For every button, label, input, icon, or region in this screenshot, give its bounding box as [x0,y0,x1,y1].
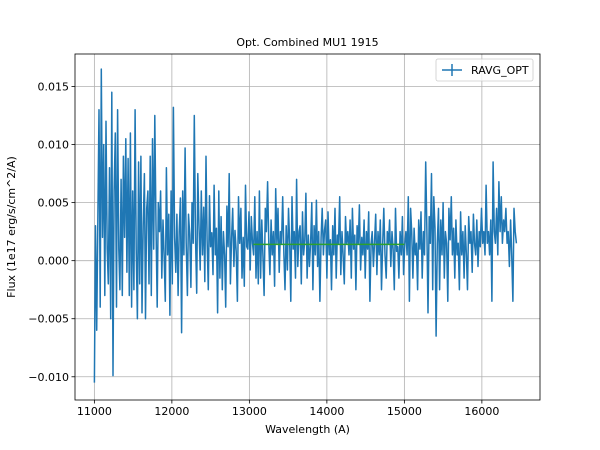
tick-layer: 11000 12000 13000 14000 15000 16000 −0.010 −0.0… [28,81,499,418]
x-tick-label: 13000 [232,405,267,418]
legend: RAVG_OPT [435,58,534,82]
chart-title: Opt. Combined MU1 1915 [236,36,378,49]
x-tick-label: 15000 [387,405,422,418]
x-tick-label: 12000 [154,405,189,418]
y-tick-label: 0.010 [38,139,70,152]
y-tick-label: −0.005 [28,313,69,326]
x-tick-label: 11000 [77,405,112,418]
y-tick-label: 0.000 [38,255,70,268]
x-axis-label: Wavelength (A) [265,423,350,436]
legend-label-ravg-opt: RAVG_OPT [471,64,529,77]
y-axis-label: Flux (1e17 erg/s/cm^2/A) [5,156,18,298]
data-layer [93,68,518,383]
y-tick-label: −0.010 [28,371,69,384]
legend-box [435,58,534,82]
y-tick-label: 0.005 [38,197,70,210]
y-tick-label: 0.015 [38,81,70,94]
series-line-ravg-opt [93,68,518,383]
plot-frame [74,53,541,401]
x-tick-label: 16000 [464,405,499,418]
x-tick-label: 14000 [309,405,344,418]
